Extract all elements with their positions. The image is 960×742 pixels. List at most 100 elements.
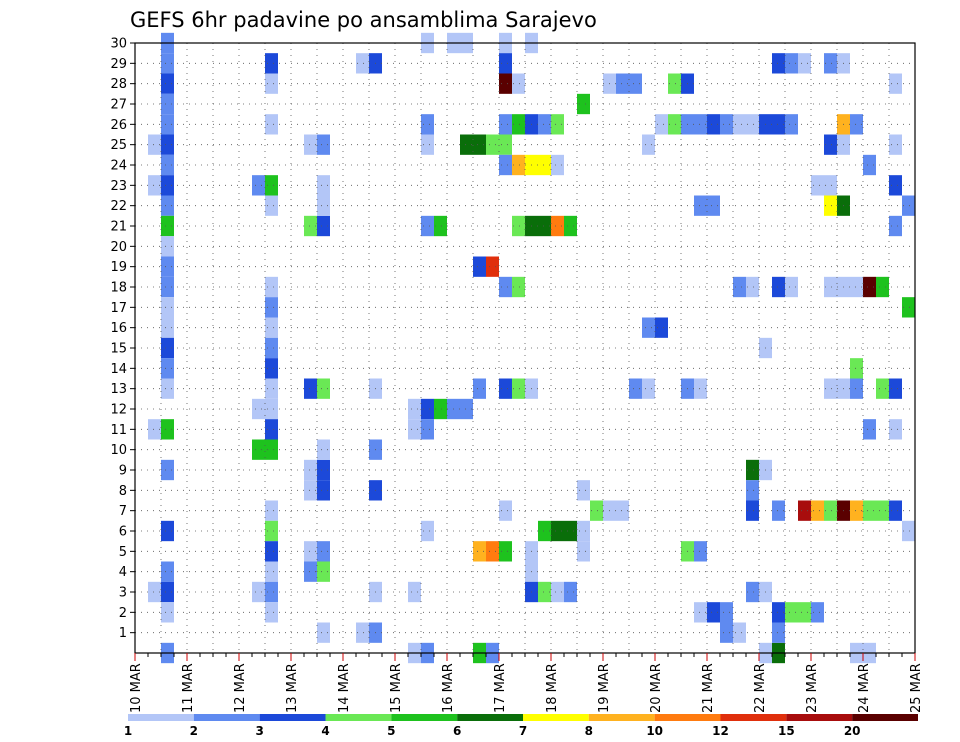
precip-cell bbox=[707, 114, 720, 135]
precip-cell bbox=[876, 378, 889, 399]
y-tick-label: 20 bbox=[110, 240, 127, 255]
precip-cell bbox=[161, 53, 174, 74]
precip-cell bbox=[317, 378, 330, 399]
precip-cell bbox=[499, 154, 512, 176]
x-tick-label: 23 MAR bbox=[805, 663, 820, 713]
precip-cell bbox=[577, 541, 590, 562]
x-axis: 10 MAR 11 MAR 12 MAR 13 MAR 14 MAR 15 MAR 16 M… bbox=[129, 653, 924, 713]
y-tick-label: 9 bbox=[119, 464, 127, 479]
precip-cell bbox=[694, 541, 707, 562]
precip-cell bbox=[538, 215, 551, 237]
precip-cell bbox=[317, 195, 330, 216]
precip-cell bbox=[161, 73, 174, 94]
precip-cell bbox=[655, 114, 668, 135]
precip-cell bbox=[798, 602, 811, 623]
precip-cell bbox=[707, 195, 720, 216]
heatmap-cells bbox=[148, 32, 915, 664]
color-scale-label: 1 bbox=[124, 724, 132, 738]
precip-cell bbox=[577, 93, 590, 115]
precip-cell bbox=[746, 459, 759, 481]
precip-cell bbox=[772, 114, 785, 135]
precip-cell bbox=[161, 195, 174, 216]
color-scale-label: 8 bbox=[585, 724, 593, 738]
precip-cell bbox=[850, 276, 863, 298]
precip-cell bbox=[512, 378, 525, 399]
precip-cell bbox=[850, 114, 863, 135]
precip-cell bbox=[265, 175, 278, 196]
y-tick-label: 10 bbox=[110, 443, 127, 458]
precip-cell bbox=[317, 175, 330, 196]
y-tick-label: 11 bbox=[110, 423, 127, 438]
precip-cell bbox=[473, 378, 486, 399]
precip-cell bbox=[785, 114, 798, 135]
color-scale-swatch bbox=[457, 714, 523, 721]
y-tick-label: 18 bbox=[110, 281, 127, 296]
precip-cell bbox=[499, 378, 512, 399]
precip-cell bbox=[148, 581, 161, 603]
precip-cell bbox=[499, 134, 512, 155]
color-scale-swatch bbox=[720, 714, 787, 721]
precip-cell bbox=[317, 541, 330, 562]
precip-cell bbox=[863, 500, 876, 521]
precip-cell bbox=[265, 398, 278, 420]
precip-cell bbox=[538, 581, 551, 603]
precip-cell bbox=[161, 378, 174, 399]
precip-cell bbox=[694, 602, 707, 623]
precip-cell bbox=[161, 561, 174, 582]
grid-lines bbox=[135, 42, 915, 653]
x-tick-label: 11 MAR bbox=[181, 663, 196, 713]
precip-cell bbox=[772, 602, 785, 623]
precip-cell bbox=[265, 53, 278, 74]
precip-cell bbox=[824, 134, 837, 155]
precip-cell bbox=[733, 622, 746, 643]
precip-cell bbox=[161, 134, 174, 155]
precip-cell bbox=[304, 134, 317, 155]
y-tick-label: 13 bbox=[110, 382, 127, 397]
precip-cell bbox=[746, 480, 759, 501]
precip-cell bbox=[161, 419, 174, 440]
precip-cell bbox=[616, 73, 629, 94]
precip-cell bbox=[811, 602, 824, 623]
precip-cell bbox=[551, 114, 564, 135]
y-axis: 1234567891011121314151617181920212223242… bbox=[110, 37, 135, 641]
x-tick-label: 22 MAR bbox=[753, 663, 768, 713]
precip-cell bbox=[642, 317, 655, 338]
precip-cell bbox=[161, 581, 174, 603]
color-scale-label: 3 bbox=[255, 724, 263, 738]
precip-cell bbox=[863, 154, 876, 176]
precip-cell bbox=[564, 581, 577, 603]
precip-cell bbox=[694, 114, 707, 135]
precip-cell bbox=[668, 114, 681, 135]
precip-cell bbox=[317, 459, 330, 481]
precip-cell bbox=[616, 500, 629, 521]
precip-cell bbox=[265, 378, 278, 399]
precip-cell bbox=[538, 154, 551, 176]
y-tick-label: 23 bbox=[110, 179, 127, 194]
precip-cell bbox=[889, 175, 902, 196]
precip-cell bbox=[746, 581, 759, 603]
precip-cell bbox=[265, 276, 278, 298]
precip-cell bbox=[863, 276, 876, 298]
precip-cell bbox=[564, 215, 577, 237]
y-tick-label: 17 bbox=[110, 301, 127, 316]
precip-cell bbox=[460, 398, 473, 420]
precip-cell bbox=[720, 602, 733, 623]
precip-cell bbox=[824, 500, 837, 521]
y-tick-label: 8 bbox=[119, 484, 127, 499]
x-tick-label: 15 MAR bbox=[389, 663, 404, 713]
precip-cell bbox=[538, 520, 551, 542]
precip-cell bbox=[889, 215, 902, 237]
precip-cell bbox=[317, 622, 330, 643]
precip-cell bbox=[486, 256, 499, 277]
precip-cell bbox=[265, 500, 278, 521]
precip-cell bbox=[772, 500, 785, 521]
precip-cell bbox=[902, 195, 915, 216]
precip-cell bbox=[902, 520, 915, 542]
precip-cell bbox=[876, 276, 889, 298]
precip-cell bbox=[733, 276, 746, 298]
precip-cell bbox=[720, 622, 733, 643]
precip-cell bbox=[304, 215, 317, 237]
precip-cell bbox=[161, 602, 174, 623]
y-tick-label: 25 bbox=[110, 138, 127, 153]
precip-cell bbox=[161, 175, 174, 196]
